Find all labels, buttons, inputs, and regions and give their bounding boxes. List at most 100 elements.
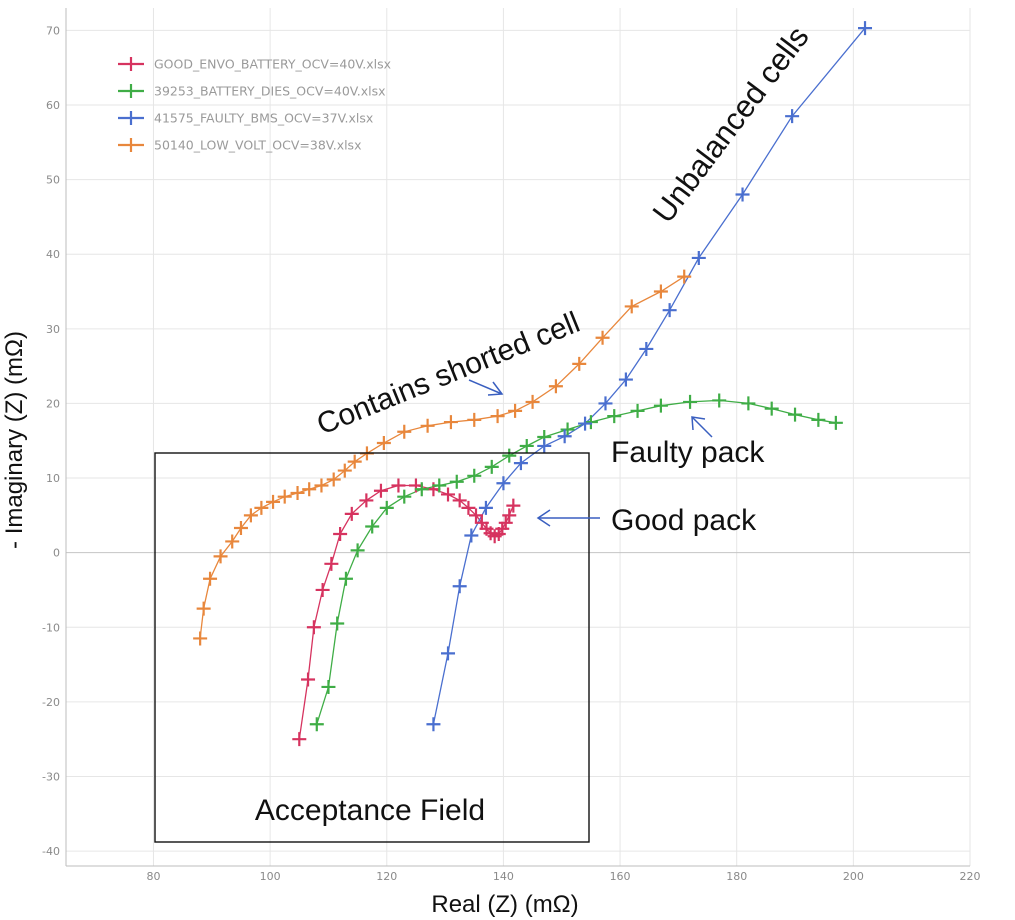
data-point <box>461 500 476 515</box>
unbalanced-cells-label: Unbalanced cells <box>646 20 816 230</box>
y-axis-title: - Imaginary (Z) (mΩ) <box>1 331 28 549</box>
faulty-pack-arrow <box>691 416 713 438</box>
y-tick-label: -20 <box>42 696 60 709</box>
plot-frame <box>65 8 970 867</box>
data-point <box>469 508 484 523</box>
x-axis-title: Real (Z) (mΩ) <box>431 891 578 918</box>
y-tick-label: 30 <box>46 323 60 336</box>
x-tick-label: 160 <box>610 870 631 883</box>
data-point <box>624 299 639 314</box>
y-tick-label: 50 <box>46 174 60 187</box>
data-point <box>502 508 517 523</box>
data-point <box>484 459 499 474</box>
data-point <box>583 415 598 430</box>
data-point <box>513 456 528 471</box>
data-point <box>452 493 467 508</box>
data-point <box>537 438 552 453</box>
good-pack-arrowhead <box>536 509 551 527</box>
data-point <box>548 379 563 394</box>
data-point <box>677 269 692 284</box>
data-point <box>828 415 843 430</box>
y-tick-label: 70 <box>46 24 60 37</box>
tick-labels: 80 100 120 140 160 180 200 220 -40 -30 -20 -10 0 10 20… <box>42 24 980 883</box>
acceptance-field-label: Acceptance Field <box>255 794 485 827</box>
legend-entry: 39253_BATTERY_DIES_OCV=40V.xlsx <box>154 84 385 99</box>
legend-entry: 41575_FAULTY_BMS_OCV=37V.xlsx <box>154 111 373 126</box>
data-point <box>326 472 341 487</box>
legend-entry: 50140_LOW_VOLT_OCV=38V.xlsx <box>154 138 361 153</box>
data-point <box>467 412 482 427</box>
data-point <box>525 394 540 409</box>
data-point <box>618 372 633 387</box>
data-point <box>314 478 329 493</box>
y-tick-label: 40 <box>46 248 60 261</box>
data-point <box>478 500 493 515</box>
y-tick-label: -10 <box>42 621 60 634</box>
x-tick-label: 220 <box>960 870 981 883</box>
series-markers <box>193 21 873 747</box>
data-point <box>344 506 359 521</box>
data-point <box>443 415 458 430</box>
data-point <box>441 487 456 502</box>
data-point <box>811 412 826 427</box>
data-point <box>350 543 365 558</box>
data-point <box>309 717 324 732</box>
data-point <box>391 478 406 493</box>
data-point <box>426 717 441 732</box>
legend-marker <box>118 84 144 98</box>
x-tick-label: 200 <box>843 870 864 883</box>
shorted-cell-arrow <box>468 379 503 395</box>
series-line-2 <box>432 27 866 725</box>
data-point <box>432 478 447 493</box>
data-point <box>502 448 517 463</box>
data-point <box>630 403 645 418</box>
y-tick-label: -30 <box>42 770 60 783</box>
data-point <box>301 672 316 687</box>
data-point <box>498 515 513 530</box>
data-point <box>560 422 575 437</box>
legend-marker <box>118 57 144 71</box>
data-point <box>712 393 727 408</box>
data-point <box>557 429 572 444</box>
data-point <box>490 409 505 424</box>
data-point <box>653 284 668 299</box>
series-lines <box>199 27 866 740</box>
x-tick-label: 140 <box>493 870 514 883</box>
data-point <box>302 482 317 497</box>
data-point <box>464 528 479 543</box>
data-point <box>420 418 435 433</box>
data-point <box>496 476 511 491</box>
data-point <box>691 250 706 265</box>
good-pack-label: Good pack <box>611 504 757 537</box>
data-point <box>243 508 258 523</box>
data-point <box>572 356 587 371</box>
y-tick-label: 60 <box>46 99 60 112</box>
data-point <box>193 631 208 646</box>
data-point <box>292 732 307 747</box>
y-tick-label: 10 <box>46 472 60 485</box>
data-point <box>347 454 362 469</box>
y-tick-label: 0 <box>53 547 60 560</box>
legend-entry: GOOD_ENVO_BATTERY_OCV=40V.xlsx <box>154 57 391 72</box>
data-point <box>203 571 218 586</box>
data-point <box>639 341 654 356</box>
legend-marker <box>118 111 144 125</box>
data-point <box>338 571 353 586</box>
data-point <box>653 398 668 413</box>
data-point <box>452 579 467 594</box>
data-point <box>225 534 240 549</box>
shorted-cell-arrowhead <box>487 381 504 396</box>
data-point <box>213 549 228 564</box>
data-point <box>266 494 281 509</box>
data-point <box>441 646 456 661</box>
grid-lines <box>66 8 971 866</box>
data-point <box>495 521 510 536</box>
data-point <box>324 556 339 571</box>
data-point <box>359 493 374 508</box>
data-point <box>414 482 429 497</box>
series-line-1 <box>316 399 837 725</box>
data-point <box>785 109 800 124</box>
data-point <box>607 409 622 424</box>
x-tick-label: 180 <box>726 870 747 883</box>
